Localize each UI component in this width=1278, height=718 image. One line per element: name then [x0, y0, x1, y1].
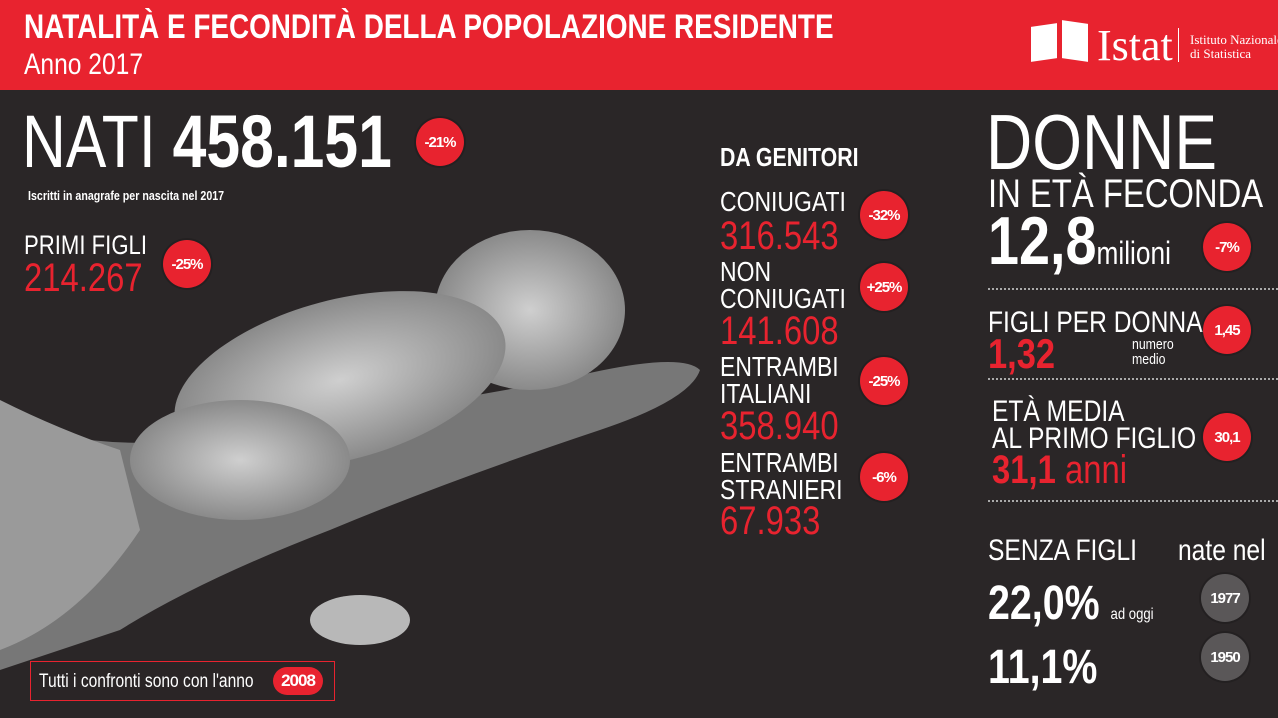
change-badge: -6% — [860, 453, 908, 501]
header-banner: NATALITÀ E FECONDITÀ DELLA POPOLAZIONE R… — [0, 0, 1278, 90]
page-subtitle: Anno 2017 — [24, 48, 144, 81]
primi-figli-change-badge: -25% — [163, 240, 211, 288]
primi-figli-label: PRIMI FIGLI — [24, 230, 148, 260]
nati-label: NATI — [22, 100, 156, 183]
eta-media-label2: AL PRIMO FIGLIO — [992, 422, 1197, 455]
genitori-title: DA GENITORI — [720, 142, 859, 172]
donne-title: DONNE — [986, 98, 1217, 186]
divider — [988, 378, 1278, 380]
senza-figli-note: ad oggi — [1110, 606, 1154, 623]
nati-note: Iscritti in anagrafe per nascita nel 201… — [28, 188, 225, 203]
donne-unit: milioni — [1096, 235, 1171, 271]
eta-media-compare-badge: 30,1 — [1203, 413, 1251, 461]
primi-figli-value: 214.267 — [24, 256, 143, 300]
divider — [988, 288, 1278, 290]
senza-figli-value: 11,1% — [988, 641, 1098, 694]
footer-text: Tutti i confronti sono con l'anno — [39, 671, 254, 692]
nati-change-badge: -21% — [416, 118, 464, 166]
figli-per-donna-compare-badge: 1,45 — [1203, 306, 1251, 354]
year-badge: 1950 — [1201, 633, 1249, 681]
nate-nel-label: nate nel — [1178, 534, 1266, 567]
eta-media-label1: ETÀ MEDIA — [992, 395, 1125, 428]
note: medio — [1132, 351, 1166, 368]
eta-media-value: 31,1 — [992, 448, 1056, 492]
change-badge: -32% — [860, 191, 908, 239]
baby-photo — [0, 200, 720, 718]
nati-value: 458.151 — [172, 100, 392, 183]
footer-year-badge: 2008 — [273, 667, 323, 695]
figli-per-donna-label: FIGLI PER DONNA — [988, 306, 1203, 339]
senza-figli-value: 22,0% — [988, 577, 1100, 630]
change-badge: -25% — [860, 357, 908, 405]
note: numero — [1132, 336, 1174, 353]
donne-change-badge: -7% — [1203, 223, 1251, 271]
year-badge: 1977 — [1201, 574, 1249, 622]
page-title: NATALITÀ E FECONDITÀ DELLA POPOLAZIONE R… — [24, 8, 834, 46]
footer-note-box: Tutti i confronti sono con l'anno 2008 — [30, 661, 335, 701]
donne-value: 12,8 — [988, 203, 1097, 279]
senza-figli-label: SENZA FIGLI — [988, 534, 1138, 567]
donne-subtitle: IN ETÀ FECONDA — [988, 172, 1264, 216]
figli-per-donna-value: 1,32 — [988, 330, 1056, 377]
eta-media-unit: anni — [1064, 448, 1127, 492]
change-badge: +25% — [860, 263, 908, 311]
divider — [988, 500, 1278, 502]
